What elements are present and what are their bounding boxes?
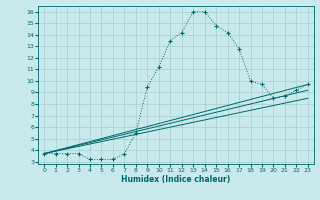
X-axis label: Humidex (Indice chaleur): Humidex (Indice chaleur): [121, 175, 231, 184]
